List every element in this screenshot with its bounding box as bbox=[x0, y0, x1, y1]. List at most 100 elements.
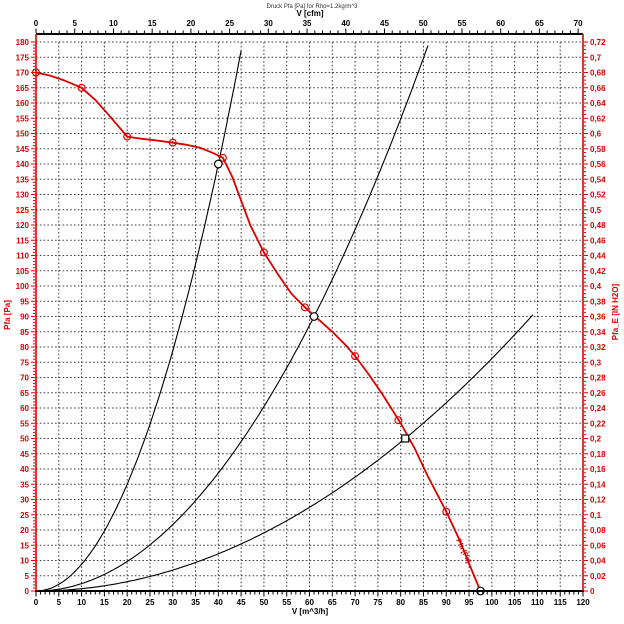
right-tick-label: 0,62 bbox=[590, 114, 606, 123]
bottom-tick-label: 115 bbox=[554, 598, 567, 607]
top-axis-labels: 0 5 10 15 20 25 30 35 40 45 50 55 60 65 70 bbox=[34, 19, 583, 28]
right-tick-label: 0,64 bbox=[590, 99, 606, 108]
data-point-center bbox=[80, 86, 83, 89]
right-tick-label: 0,32 bbox=[590, 343, 606, 352]
bottom-tick-label: 75 bbox=[373, 598, 382, 607]
right-tick-label: 0,26 bbox=[590, 389, 606, 398]
top-tick-label: 70 bbox=[574, 19, 583, 28]
bottom-tick-label: 10 bbox=[77, 598, 86, 607]
right-tick-label: 0,7 bbox=[590, 53, 602, 62]
bottom-tick-label: 85 bbox=[419, 598, 428, 607]
top-tick-label: 60 bbox=[496, 19, 505, 28]
left-tick-label: 105 bbox=[16, 267, 30, 276]
left-tick-label: 100 bbox=[16, 282, 30, 291]
system-curve-3 bbox=[36, 314, 534, 592]
bottom-tick-label: 70 bbox=[351, 598, 360, 607]
left-tick-label: 180 bbox=[16, 38, 30, 47]
top-tick-label: 65 bbox=[535, 19, 544, 28]
left-tick-label: 160 bbox=[16, 99, 30, 108]
left-tick-label: 90 bbox=[20, 313, 29, 322]
axis-frame bbox=[35, 33, 584, 592]
left-tick-label: 120 bbox=[16, 221, 30, 230]
top-axis-ticks bbox=[35, 28, 579, 33]
left-tick-label: 85 bbox=[20, 328, 29, 337]
right-tick-label: 0,1 bbox=[590, 511, 602, 520]
left-tick-label: 30 bbox=[20, 496, 29, 505]
top-tick-label: 30 bbox=[264, 19, 273, 28]
right-tick-label: 0,6 bbox=[590, 130, 602, 139]
top-tick-label: 35 bbox=[303, 19, 312, 28]
bottom-tick-label: 95 bbox=[465, 598, 474, 607]
right-tick-label: 0,66 bbox=[590, 84, 606, 93]
data-point-center bbox=[126, 135, 129, 138]
right-tick-label: 0,18 bbox=[590, 450, 606, 459]
right-tick-label: 0,72 bbox=[590, 38, 606, 47]
top-tick-label: 15 bbox=[148, 19, 157, 28]
bottom-tick-label: 105 bbox=[508, 598, 522, 607]
top-tick-label: 50 bbox=[419, 19, 428, 28]
right-tick-label: 0,42 bbox=[590, 267, 606, 276]
bottom-tick-label: 15 bbox=[100, 598, 109, 607]
left-tick-label: 80 bbox=[20, 343, 29, 352]
right-tick-label: 0,34 bbox=[590, 328, 606, 337]
left-tick-label: 130 bbox=[16, 191, 30, 200]
left-tick-label: 15 bbox=[20, 541, 29, 550]
left-tick-label: 115 bbox=[16, 236, 29, 245]
right-axis-ticks bbox=[584, 41, 588, 592]
data-point-marker bbox=[123, 132, 132, 141]
right-tick-label: 0,3 bbox=[590, 358, 602, 367]
data-point-marker bbox=[351, 352, 360, 361]
left-tick-label: 55 bbox=[20, 419, 29, 428]
left-tick-label: 150 bbox=[16, 130, 30, 139]
top-tick-label: 0 bbox=[34, 19, 39, 28]
right-tick-label: 0,58 bbox=[590, 145, 606, 154]
data-point-center bbox=[354, 355, 356, 358]
left-tick-label: 20 bbox=[20, 526, 29, 535]
bottom-tick-label: 100 bbox=[485, 598, 499, 607]
left-tick-label: 40 bbox=[20, 465, 29, 474]
right-tick-label: 0,48 bbox=[590, 221, 606, 230]
system-curve-1 bbox=[35, 50, 242, 592]
top-tick-label: 45 bbox=[380, 19, 389, 28]
bottom-tick-label: 90 bbox=[442, 598, 451, 607]
bottom-tick-label: 0 bbox=[34, 598, 39, 607]
left-tick-label: 110 bbox=[16, 252, 29, 261]
operating-point-square bbox=[401, 434, 410, 443]
top-tick-label: 10 bbox=[109, 19, 118, 28]
bottom-tick-label: 110 bbox=[531, 598, 544, 607]
data-point-center bbox=[397, 419, 400, 422]
left-tick-label: 165 bbox=[16, 84, 30, 93]
right-tick-label: 0,04 bbox=[590, 557, 606, 566]
bottom-tick-label: 60 bbox=[305, 598, 314, 607]
bottom-tick-label: 65 bbox=[328, 598, 337, 607]
right-tick-label: 0 bbox=[590, 587, 595, 596]
right-tick-label: 0,02 bbox=[590, 572, 606, 581]
data-point-center bbox=[445, 510, 448, 513]
data-point-marker bbox=[300, 303, 309, 312]
left-tick-label: 140 bbox=[16, 160, 30, 169]
data-point-marker bbox=[259, 248, 268, 257]
right-tick-label: 0,36 bbox=[590, 313, 606, 322]
bottom-tick-label: 30 bbox=[168, 598, 177, 607]
system-curves bbox=[35, 45, 534, 592]
bottom-tick-label: 120 bbox=[576, 598, 590, 607]
bottom-tick-label: 35 bbox=[191, 598, 200, 607]
left-tick-label: 50 bbox=[20, 435, 29, 444]
left-tick-label: 170 bbox=[16, 69, 30, 78]
bottom-axis-ticks bbox=[35, 592, 584, 597]
operating-point-circle bbox=[309, 312, 319, 321]
left-tick-label: 70 bbox=[20, 374, 29, 383]
left-axis-ticks bbox=[31, 41, 35, 592]
data-point-marker bbox=[168, 138, 177, 147]
right-tick-label: 0,14 bbox=[590, 480, 606, 489]
right-tick-label: 0,08 bbox=[590, 526, 606, 535]
right-tick-label: 0,16 bbox=[590, 465, 606, 474]
bottom-tick-label: 80 bbox=[396, 598, 405, 607]
left-tick-label: 75 bbox=[20, 358, 29, 367]
chart-title: Druck Pfa [Pa] for Rho=1.2kg/m^3 bbox=[266, 4, 358, 10]
left-tick-label: 45 bbox=[20, 450, 29, 459]
left-tick-label: 25 bbox=[20, 511, 29, 520]
left-tick-label: 95 bbox=[20, 297, 29, 306]
